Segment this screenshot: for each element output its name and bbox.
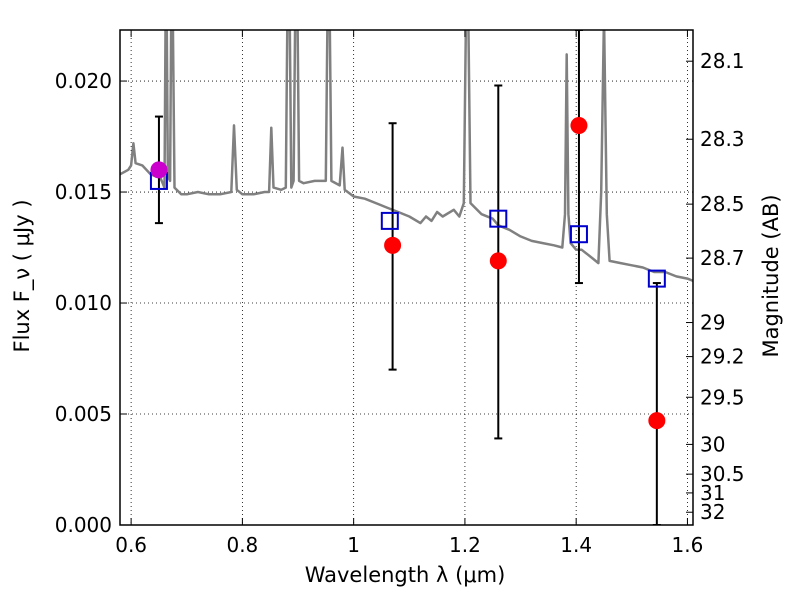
mag-tick-label: 31 <box>700 481 725 505</box>
axis-ticks: 0.6 0.8 1 1.2 1.4 1.6 0.000 0.005 0.010 0.015 0.02… <box>55 30 745 557</box>
mag-tick-label: 29 <box>700 311 725 335</box>
x-tick-label: 1.6 <box>672 533 704 557</box>
observed-point <box>150 161 168 179</box>
plot-content <box>120 30 693 525</box>
y-tick-label: 0.000 <box>55 513 112 537</box>
x-tick-label: 1.2 <box>449 533 481 557</box>
mag-tick-label: 28.7 <box>700 246 745 270</box>
model-square-marker <box>647 269 666 288</box>
plot-frame <box>119 29 694 526</box>
x-tick-label: 1.4 <box>560 533 592 557</box>
x-axis-label: Wavelength λ (μm) <box>305 563 506 587</box>
x-tick-label: 1 <box>347 533 360 557</box>
mag-tick-label: 29.5 <box>700 385 745 409</box>
grid-lines <box>120 30 693 526</box>
y2-axis-label: Magnitude (AB) <box>759 194 783 357</box>
x-tick-label: 0.8 <box>226 533 258 557</box>
mag-tick-label: 28.3 <box>700 127 745 151</box>
model-square-marker <box>489 209 508 228</box>
mag-tick-label: 28.1 <box>700 49 745 73</box>
y-tick-label: 0.005 <box>55 402 112 426</box>
observed-point <box>570 116 588 134</box>
y-axis-label: Flux F_ν ( μJy ) <box>10 199 35 352</box>
model-square-marker <box>380 211 399 230</box>
mag-tick-label: 30 <box>700 432 725 456</box>
mag-tick-label: 30.5 <box>700 462 745 486</box>
mag-tick-label: 28.5 <box>700 192 745 216</box>
observed-point <box>648 412 666 430</box>
x-tick-label: 0.6 <box>115 533 147 557</box>
y-tick-label: 0.010 <box>55 291 112 315</box>
spectrum-line <box>120 30 693 282</box>
y-tick-label: 0.020 <box>55 69 112 93</box>
model-square-marker <box>569 225 588 244</box>
mag-tick-label: 29.2 <box>700 345 745 369</box>
y-tick-label: 0.015 <box>55 180 112 204</box>
observed-point <box>489 252 507 270</box>
mag-tick-label: 32 <box>700 500 725 524</box>
observed-point <box>384 236 402 254</box>
